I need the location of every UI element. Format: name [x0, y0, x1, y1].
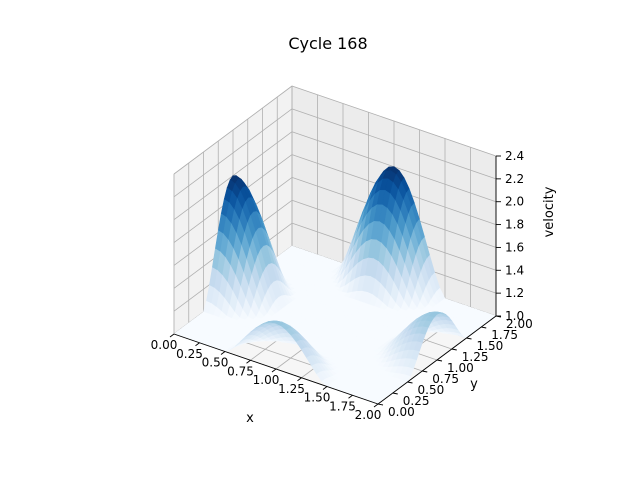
x-tick	[246, 359, 251, 364]
grid-line	[291, 85, 497, 157]
y-tick-label: 0.75	[432, 372, 459, 386]
y-tick	[422, 370, 428, 373]
x-tick	[322, 386, 328, 390]
z-tick-label: 1.6	[505, 240, 524, 254]
x-tick	[271, 368, 277, 373]
x-tick-label: 0.25	[176, 347, 203, 361]
x-tick-label: 0.00	[151, 338, 178, 352]
grid-line	[291, 108, 497, 180]
y-tick-label: 0.00	[388, 405, 415, 419]
y-tick-label: 1.00	[447, 361, 474, 375]
y-tick-label: 2.00	[506, 317, 533, 331]
y-tick	[466, 337, 472, 340]
z-tick-label: 1.8	[505, 218, 524, 232]
x-tick	[348, 394, 353, 399]
x-tick-label: 1.00	[253, 373, 280, 387]
x-tick-label: 0.75	[227, 364, 254, 378]
y-axis-label: y	[470, 377, 478, 392]
y-tick-label: 1.25	[462, 350, 489, 364]
y-tick	[481, 326, 487, 329]
x-tick	[220, 351, 226, 355]
z-tick-label: 2.4	[505, 149, 524, 163]
y-tick-label: 1.75	[491, 328, 518, 342]
z-tick-label: 1.4	[505, 263, 524, 277]
z-tick-label: 1.2	[505, 286, 524, 300]
y-tick-label: 0.50	[418, 383, 445, 397]
x-tick-label: 2.00	[355, 408, 382, 422]
z-tick-label: 2.0	[505, 195, 524, 209]
x-tick-label: 1.25	[278, 382, 305, 396]
x-tick	[373, 403, 379, 408]
y-tick	[392, 392, 398, 395]
y-tick-label: 0.25	[403, 394, 430, 408]
grid-line	[173, 85, 293, 175]
z-axis-label: velocity	[542, 186, 557, 237]
x-tick-label: 1.75	[329, 399, 356, 413]
y-tick	[451, 348, 457, 351]
y-tick-label: 1.50	[477, 339, 504, 353]
y-tick	[377, 403, 384, 406]
tick-labels: 0.000.250.500.751.001.251.501.752.00 0.00…	[151, 149, 533, 422]
x-tick	[195, 342, 200, 347]
x-tick-label: 1.50	[304, 391, 331, 405]
grid-line	[173, 108, 293, 198]
x-tick	[297, 377, 302, 382]
x-axis-label: x	[246, 411, 254, 426]
chart-title: Cycle 168	[288, 34, 367, 53]
x-tick	[169, 333, 175, 338]
x-tick-label: 0.50	[202, 356, 229, 370]
y-tick	[436, 359, 443, 362]
y-tick	[407, 381, 413, 384]
velocity-surface	[173, 166, 497, 405]
z-tick-label: 1.0	[505, 309, 524, 323]
z-tick-label: 2.2	[505, 172, 524, 186]
